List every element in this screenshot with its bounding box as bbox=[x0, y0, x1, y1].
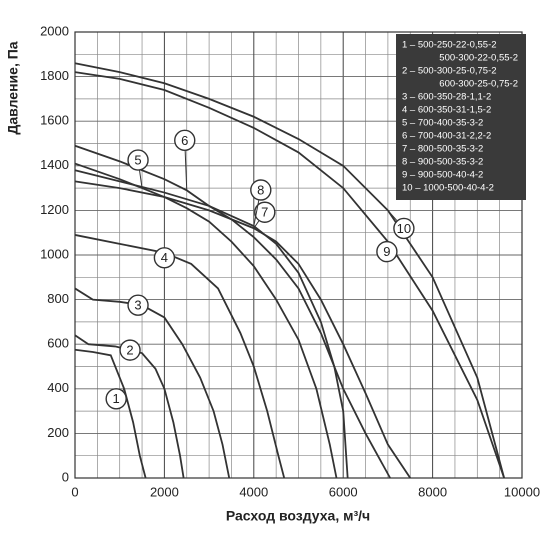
legend-entry: 3 – 600-350-28-1,1-2 bbox=[402, 92, 491, 103]
legend-entry: 6 – 700-400-31-2,2-2 bbox=[402, 131, 491, 142]
y-axis-title: Давление, Па bbox=[5, 41, 21, 134]
x-tick-label: 6000 bbox=[329, 484, 358, 499]
y-tick-label: 1400 bbox=[40, 157, 69, 172]
label-circle bbox=[119, 339, 141, 361]
fan-curve bbox=[74, 348, 147, 479]
legend-box bbox=[396, 34, 526, 200]
curve-label: 1 bbox=[113, 391, 120, 406]
y-tick-label: 1200 bbox=[40, 202, 69, 217]
y-tick-label: 1600 bbox=[40, 113, 69, 128]
y-tick-label: 1000 bbox=[40, 246, 69, 261]
fan-curve bbox=[74, 169, 349, 479]
legend-entry: 2 – 500-300-25-0,75-2 bbox=[402, 66, 497, 77]
curve-label: 10 bbox=[397, 221, 411, 236]
y-tick-label: 800 bbox=[47, 291, 69, 306]
y-tick-label: 600 bbox=[47, 336, 69, 351]
curve-label: 2 bbox=[126, 343, 133, 358]
legend-entry: 1 – 500-250-22-0,55-2 bbox=[402, 40, 497, 51]
label-circle bbox=[127, 149, 149, 171]
label-circle bbox=[174, 129, 196, 152]
label-circle bbox=[250, 179, 272, 201]
fan-curve bbox=[74, 180, 411, 479]
fan-curve bbox=[74, 287, 231, 479]
fan-curve bbox=[74, 144, 391, 479]
label-circle bbox=[105, 388, 127, 410]
legend-entry: 9 – 900-500-40-4-2 bbox=[402, 170, 483, 181]
y-tick-label: 1800 bbox=[40, 68, 69, 83]
curve-label: 9 bbox=[383, 244, 390, 259]
label-circle bbox=[393, 217, 415, 240]
x-axis-title: Расход воздуха, м³/ч bbox=[226, 508, 370, 524]
y-tick-label: 400 bbox=[47, 380, 69, 395]
label-circle bbox=[127, 294, 149, 316]
label-circle bbox=[254, 201, 276, 223]
curve-label: 8 bbox=[257, 182, 264, 197]
curve-label: 7 bbox=[261, 205, 268, 220]
label-circle bbox=[376, 240, 398, 263]
legend-entry: 4 – 600-350-31-1,5-2 bbox=[402, 105, 491, 116]
curve-label: 3 bbox=[134, 298, 141, 313]
legend-entry: 600-300-25-0,75-2 bbox=[439, 79, 518, 90]
x-tick-label: 2000 bbox=[150, 484, 179, 499]
fan-curve bbox=[74, 234, 286, 479]
curve-label: 5 bbox=[134, 153, 141, 168]
x-tick-label: 0 bbox=[71, 484, 78, 499]
x-tick-label: 10000 bbox=[504, 484, 540, 499]
curve-label: 6 bbox=[181, 133, 188, 148]
label-circle bbox=[153, 247, 176, 269]
legend-entry: 10 – 1000-500-40-4-2 bbox=[402, 183, 494, 194]
x-tick-label: 4000 bbox=[239, 484, 268, 499]
fan-curve bbox=[74, 71, 505, 479]
y-tick-label: 200 bbox=[47, 425, 69, 440]
legend-entry: 8 – 900-500-35-3-2 bbox=[402, 157, 483, 168]
x-tick-label: 8000 bbox=[418, 484, 447, 499]
y-tick-label: 0 bbox=[62, 469, 69, 484]
legend-entry: 7 – 800-500-35-3-2 bbox=[402, 144, 483, 155]
plot-frame bbox=[74, 31, 523, 479]
y-tick-label: 2000 bbox=[40, 23, 69, 38]
fan-curve bbox=[74, 62, 505, 479]
legend-entry: 5 – 700-400-35-3-2 bbox=[402, 118, 483, 129]
curve-label: 4 bbox=[161, 250, 168, 265]
legend-entry: 500-300-22-0,55-2 bbox=[439, 53, 518, 64]
fan-curve bbox=[74, 334, 185, 479]
legend: 1 – 500-250-22-0,55-2 500-300-22-0,55-2 2 … bbox=[396, 34, 526, 200]
